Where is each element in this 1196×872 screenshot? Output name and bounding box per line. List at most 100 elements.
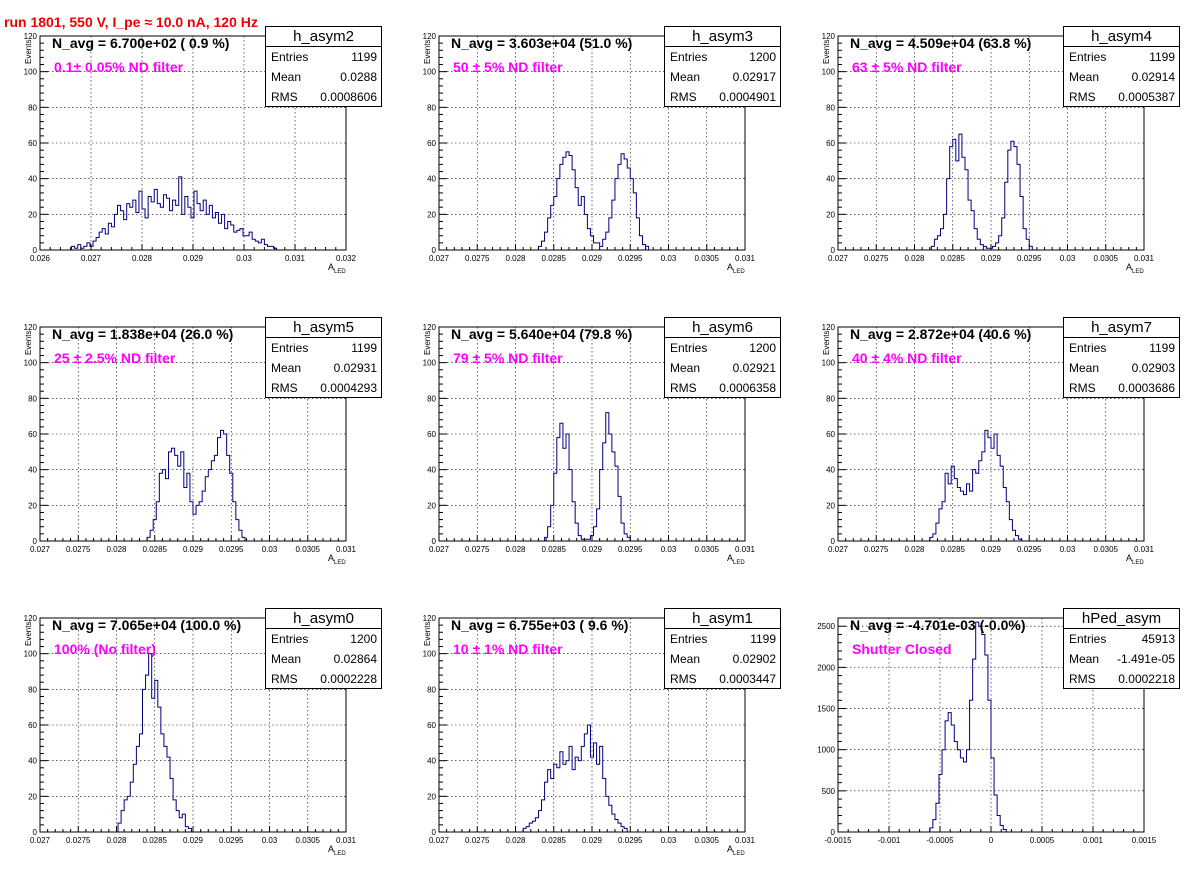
- x-tick-label: 0.03: [1060, 545, 1076, 554]
- stats-value: 1200: [749, 341, 776, 355]
- stats-value: 0.02914: [1131, 70, 1175, 84]
- x-tick-label: 0.031: [285, 254, 306, 263]
- n-avg-label: N_avg = 4.509e+04 (63.8 %): [850, 35, 1032, 51]
- x-tick-label: 0.0275: [465, 836, 490, 845]
- x-tick-label: 0.0295: [219, 545, 244, 554]
- y-axis-label: Events: [423, 621, 432, 646]
- stats-value: 1199: [1149, 341, 1175, 355]
- y-tick-label: 80: [427, 685, 436, 694]
- x-tick-label: -0.0015: [824, 836, 852, 845]
- y-tick-label: 80: [28, 685, 37, 694]
- stats-key: Entries: [1069, 50, 1107, 64]
- x-axis-label-subscript: LED: [334, 850, 346, 857]
- filter-label: 0.1± 0.05% ND filter: [54, 59, 184, 75]
- filter-label: 25 ± 2.5% ND filter: [54, 350, 176, 366]
- stats-box: hPed_asym Entries 45913 Mean -1.491e-05 RMS 0.…: [1063, 608, 1180, 689]
- y-tick-label: 0: [33, 828, 38, 837]
- stats-value: 0.02903: [1131, 361, 1175, 375]
- x-tick-label: 0.0295: [219, 836, 244, 845]
- histogram-bars: [930, 133, 1033, 250]
- histogram-bars: [117, 653, 192, 832]
- x-tick-label: 0.027: [429, 254, 450, 263]
- x-tick-label: 0.028: [505, 545, 526, 554]
- x-tick-label: 0.0005: [1030, 836, 1055, 845]
- x-tick-label: 0.031: [1134, 545, 1155, 554]
- histogram-h_asym7: 0.027 0.0275 0.028 0.0285 0.029 0.0295 0.03 0.0…: [822, 323, 1155, 554]
- y-tick-label: 100: [24, 359, 38, 368]
- y-axis-label: Events: [24, 39, 33, 64]
- histogram-bars: [929, 429, 1023, 541]
- x-tick-label: 0.028: [106, 545, 127, 554]
- x-tick-label: 0.027: [429, 545, 450, 554]
- y-tick-label: 100: [24, 650, 38, 659]
- x-tick-label: 0.0305: [695, 254, 720, 263]
- stats-key: RMS: [670, 90, 697, 104]
- stats-title: hPed_asym: [1064, 609, 1179, 629]
- y-tick-label: 0: [33, 537, 38, 546]
- y-tick-label: 20: [826, 210, 835, 219]
- x-tick-label: 0.028: [106, 836, 127, 845]
- y-tick-label: 20: [28, 210, 37, 219]
- x-tick-label: 0.0275: [864, 254, 889, 263]
- stats-title: h_asym5: [266, 318, 381, 338]
- x-axis-label-subscript: LED: [334, 559, 346, 566]
- y-tick-label: 0: [432, 828, 437, 837]
- x-tick-label: 0.0295: [1017, 545, 1042, 554]
- x-axis-label-subscript: LED: [733, 559, 745, 566]
- stats-value: 0.0004293: [320, 381, 377, 395]
- x-tick-label: 0.028: [132, 254, 153, 263]
- y-tick-label: 60: [28, 721, 37, 730]
- stats-row-mean: Mean 0.02864: [266, 649, 381, 669]
- y-tick-label: 120: [423, 32, 437, 41]
- n-avg-label: N_avg = 1.838e+04 (26.0 %): [52, 326, 234, 342]
- stats-title: h_asym7: [1064, 318, 1179, 338]
- histogram-bars: [537, 151, 650, 250]
- histogram-h_asym4: 0.027 0.0275 0.028 0.0285 0.029 0.0295 0.03 0.0…: [822, 32, 1155, 263]
- y-tick-label: 80: [28, 394, 37, 403]
- stats-row-mean: Mean -1.491e-05: [1064, 649, 1179, 669]
- stats-row-rms: RMS 0.0004901: [665, 87, 780, 107]
- stats-key: Mean: [271, 361, 302, 375]
- stats-value: -1.491e-05: [1116, 652, 1175, 666]
- x-axis-label-subscript: LED: [1132, 268, 1144, 275]
- y-tick-label: 1500: [817, 705, 835, 714]
- x-tick-label: 0.0275: [465, 254, 490, 263]
- y-axis-label: Events: [24, 621, 33, 646]
- x-tick-label: 0.0305: [1094, 254, 1119, 263]
- stats-key: Mean: [670, 652, 701, 666]
- x-tick-label: 0.03: [262, 545, 278, 554]
- x-tick-label: 0.031: [735, 836, 756, 845]
- x-tick-label: -0.001: [878, 836, 901, 845]
- x-axis-label-main: A: [1126, 262, 1133, 272]
- histogram-h_asym1: 0.027 0.0275 0.028 0.0285 0.029 0.0295 0.03 0.0…: [423, 614, 756, 845]
- x-tick-label: 0.03: [1060, 254, 1076, 263]
- stats-title: h_asym0: [266, 609, 381, 629]
- y-tick-label: 60: [826, 139, 835, 148]
- x-tick-label: 0.027: [429, 836, 450, 845]
- stats-row-rms: RMS 0.0002218: [1064, 669, 1179, 689]
- y-tick-label: 40: [28, 466, 37, 475]
- stats-box: h_asym7 Entries 1199 Mean 0.02903 RMS 0.000368…: [1063, 317, 1180, 398]
- stats-box: h_asym4 Entries 1199 Mean 0.02914 RMS 0.000538…: [1063, 26, 1180, 107]
- y-tick-label: 120: [423, 614, 437, 623]
- y-tick-label: 100: [423, 359, 437, 368]
- x-tick-label: 0.028: [904, 254, 925, 263]
- x-axis-label: ALED: [1126, 262, 1144, 275]
- filter-label: Shutter Closed: [852, 641, 952, 657]
- x-tick-label: 0.031: [735, 545, 756, 554]
- stats-value: 1200: [749, 50, 776, 64]
- stats-value: 0.02864: [333, 652, 377, 666]
- x-tick-label: 0.0295: [618, 545, 643, 554]
- x-axis-label: ALED: [328, 262, 346, 275]
- y-tick-label: 120: [24, 614, 38, 623]
- y-tick-label: 2000: [817, 663, 835, 672]
- y-axis-label: Events: [24, 330, 33, 355]
- histogram-panel-h_asym7: 0.027 0.0275 0.028 0.0285 0.029 0.0295 0.03 0.0…: [798, 291, 1196, 581]
- y-tick-label: 40: [28, 757, 37, 766]
- stats-value: 0.0008606: [320, 90, 377, 104]
- stats-row-entries: Entries 1199: [1064, 338, 1179, 358]
- stats-row-mean: Mean 0.02914: [1064, 67, 1179, 87]
- filter-label: 63 ± 5% ND filter: [852, 59, 962, 75]
- stats-key: Entries: [271, 341, 309, 355]
- histogram-h_asym2: 0.026 0.027 0.028 0.029 0.03 0.031 0.032 0 20 40 6…: [24, 32, 357, 263]
